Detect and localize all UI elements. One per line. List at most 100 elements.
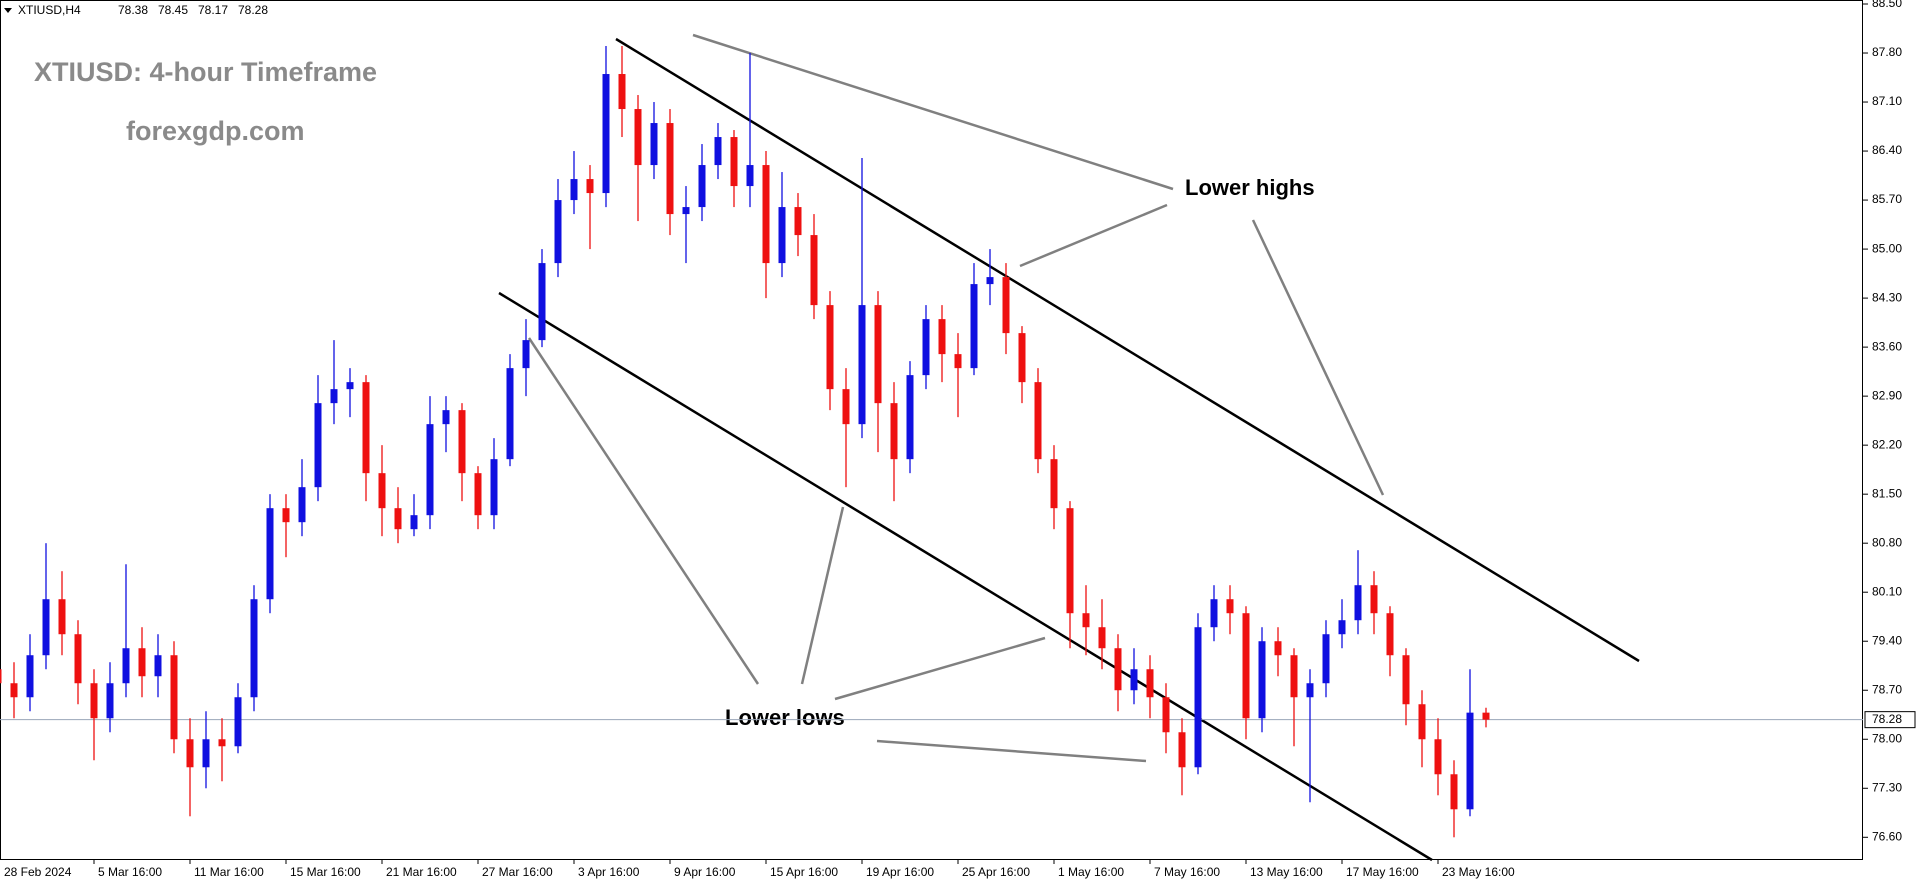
- candle-body: [858, 305, 866, 425]
- upper-channel: [615, 37, 1640, 663]
- candle: [954, 333, 962, 418]
- candle-body: [218, 739, 226, 747]
- candle: [122, 564, 130, 698]
- candle-body: [730, 137, 738, 187]
- candle: [650, 102, 658, 180]
- candle-body: [346, 382, 354, 390]
- candle: [426, 396, 434, 530]
- candle: [458, 403, 466, 502]
- x-tick-label: 21 Mar 16:00: [386, 865, 457, 879]
- y-tick-label: 85.00: [1872, 241, 1902, 255]
- pointer: [1019, 203, 1168, 268]
- candle-body: [1130, 669, 1138, 691]
- candle: [1258, 627, 1266, 733]
- candle: [874, 291, 882, 453]
- candle-body: [154, 655, 162, 677]
- chart-subtitle: forexgdp.com: [126, 116, 305, 146]
- candle: [1450, 760, 1458, 838]
- candle: [858, 158, 866, 439]
- x-tick-label: 11 Mar 16:00: [194, 865, 264, 879]
- candle: [1050, 445, 1058, 530]
- candle: [202, 711, 210, 789]
- y-tick-label: 78.70: [1872, 682, 1902, 696]
- candle: [330, 340, 338, 425]
- candle-body: [890, 403, 898, 460]
- candle-body: [458, 410, 466, 474]
- y-tick-label: 81.50: [1872, 486, 1902, 500]
- pointer: [692, 33, 1174, 191]
- candle: [938, 305, 946, 383]
- candle: [554, 179, 562, 278]
- candle: [138, 627, 146, 698]
- channel-lines: [498, 37, 1640, 862]
- candle-body: [186, 739, 194, 768]
- y-tick-label: 82.90: [1872, 388, 1902, 402]
- candle: [794, 193, 802, 257]
- candle: [490, 438, 498, 530]
- candle-body: [954, 354, 962, 369]
- y-tick-label: 86.40: [1872, 143, 1902, 157]
- candle: [522, 319, 530, 397]
- candle: [1482, 707, 1490, 728]
- header-value: 78.38: [118, 3, 148, 17]
- y-tick-label: 84.30: [1872, 290, 1902, 304]
- pointer: [800, 506, 845, 685]
- candle: [922, 305, 930, 390]
- candle-body: [1066, 508, 1074, 614]
- candle: [682, 186, 690, 264]
- candle-body: [810, 235, 818, 306]
- candle-body: [410, 515, 418, 530]
- candle: [602, 46, 610, 208]
- candle-body: [1194, 627, 1202, 768]
- candle-body: [970, 284, 978, 369]
- candle-body: [1370, 585, 1378, 614]
- candle: [778, 172, 786, 278]
- candle: [1370, 571, 1378, 635]
- candle-body: [1226, 599, 1234, 614]
- candle: [1066, 501, 1074, 649]
- candle-body: [602, 74, 610, 194]
- candle-body: [1274, 641, 1282, 656]
- candle-body: [1178, 732, 1186, 768]
- candle-body: [378, 473, 386, 509]
- candle: [1322, 620, 1330, 698]
- candle: [1194, 613, 1202, 775]
- candle-body: [362, 382, 370, 474]
- candle: [1130, 648, 1138, 705]
- candle-body: [922, 319, 930, 376]
- candle-body: [26, 655, 34, 698]
- candle-body: [202, 739, 210, 768]
- candle: [538, 249, 546, 348]
- candle: [1402, 648, 1410, 726]
- candle: [154, 634, 162, 698]
- candle-body: [1034, 382, 1042, 460]
- x-tick-label: 15 Mar 16:00: [290, 865, 361, 879]
- candle: [666, 109, 674, 236]
- candle-body: [746, 165, 754, 187]
- candle-body: [1306, 683, 1314, 698]
- candle-body: [106, 683, 114, 719]
- candle-body: [778, 207, 786, 264]
- y-tick-label: 87.80: [1872, 45, 1902, 59]
- x-tick-label: 27 Mar 16:00: [482, 865, 553, 879]
- candle: [474, 466, 482, 530]
- candle: [1386, 606, 1394, 677]
- candle: [10, 662, 18, 719]
- price-tag: [1864, 711, 1916, 729]
- pointer: [527, 337, 760, 685]
- candle: [634, 95, 642, 222]
- candle: [410, 494, 418, 537]
- y-tick-label: 80.80: [1872, 535, 1902, 549]
- candle-body: [1402, 655, 1410, 705]
- candle: [970, 263, 978, 376]
- candle: [1018, 326, 1026, 404]
- y-tick-label: 80.10: [1872, 584, 1902, 598]
- candle-body: [170, 655, 178, 740]
- y-tick-label: 83.60: [1872, 339, 1902, 353]
- candle: [1466, 669, 1474, 817]
- candle: [890, 382, 898, 502]
- candle: [1242, 606, 1250, 740]
- candle: [826, 291, 834, 411]
- candle-body: [698, 165, 706, 208]
- candle: [1226, 585, 1234, 635]
